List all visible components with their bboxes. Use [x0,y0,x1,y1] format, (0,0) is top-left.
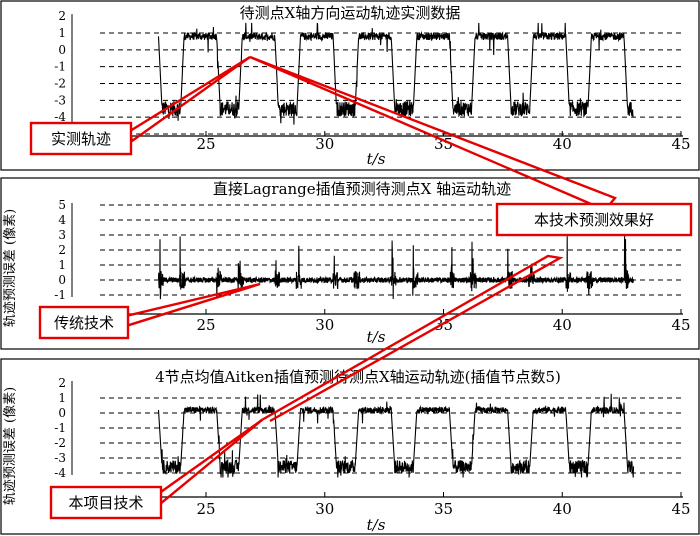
panel-3-frame [0,358,700,535]
panel-1-plot: 210-1-2-3-4-52530354045 [54,9,690,153]
panel-2-ylabel: 轨迹预测误差 (像素) [3,209,18,327]
x-tick-label: 45 [671,135,690,153]
y-tick-label: -1 [54,421,66,435]
y-tick-label: 4 [58,213,66,227]
panel-2-title: 直接Lagrange插值预测待测点X 轴运动轨迹 [213,180,511,198]
series-line [157,393,635,478]
x-tick-label: 45 [671,316,690,334]
y-tick-label: -1 [54,288,66,302]
y-tick-label: 0 [58,273,66,287]
y-tick-label: 2 [58,9,66,23]
callout-traditional: 传统技术 [38,305,130,340]
y-tick-label: 1 [58,391,66,405]
x-tick-label: 35 [434,500,453,518]
y-tick-label: 0 [58,43,66,57]
callout-arrow-traditional [124,282,261,328]
panel-1-title: 待测点X轴方向运动轨迹实测数据 [240,4,461,22]
series-line [157,235,634,300]
y-tick-label: -2 [54,77,66,91]
panel-2-frame [0,177,700,350]
x-tick-label: 45 [671,500,690,518]
panel-2-xlabel: t/s [367,328,386,346]
series-line [157,22,634,125]
callout-good: 本技术预测效果好 [495,202,693,237]
y-tick-label: -3 [54,93,66,107]
panel-3-xlabel: t/s [367,516,386,534]
y-tick-label: -4 [54,110,66,124]
x-tick-label: 40 [553,135,572,153]
callout-ours-text: 本项目技术 [68,494,143,512]
x-tick-label: 25 [196,135,215,153]
x-tick-label: 30 [315,135,334,153]
y-tick-label: 3 [58,228,66,242]
y-tick-label: -2 [54,436,66,450]
callout-ours: 本项目技术 [49,485,163,520]
y-tick-label: 5 [58,198,66,212]
x-tick-label: 25 [196,500,215,518]
y-tick-label: -4 [54,466,66,480]
callout-measured: 实测轨迹 [29,121,133,156]
y-tick-label: -1 [54,60,66,74]
callout-arrow-measured [128,55,251,144]
panel-3-plot: 210-1-2-3-4 25 30 35 40 45 [54,376,690,518]
callout-arrow-good-to-ours [259,254,564,423]
x-tick-label: 25 [196,316,215,334]
callout-good-text: 本技术预测效果好 [534,211,654,229]
callout-measured-text: 实测轨迹 [51,130,111,148]
y-tick-label: -3 [54,451,66,465]
y-tick-label: 2 [58,243,66,257]
x-tick-label: 40 [553,500,572,518]
x-tick-label: 30 [315,500,334,518]
panel-3-title: 4节点均值Aitken插值预测待测点X轴运动轨迹(插值节点数5) [155,368,561,386]
y-tick-label: 1 [58,26,66,40]
panel-1-frame [0,0,700,171]
x-tick-label: 30 [315,316,334,334]
y-tick-label: 1 [58,258,66,272]
y-tick-label: 2 [58,376,66,390]
panel-1-xlabel: t/s [367,150,386,168]
x-tick-label: 40 [553,316,572,334]
panel-3-ylabel: 轨迹预测误差 (像素) [3,387,18,505]
y-tick-label: 0 [58,406,66,420]
callout-traditional-text: 传统技术 [54,314,114,332]
